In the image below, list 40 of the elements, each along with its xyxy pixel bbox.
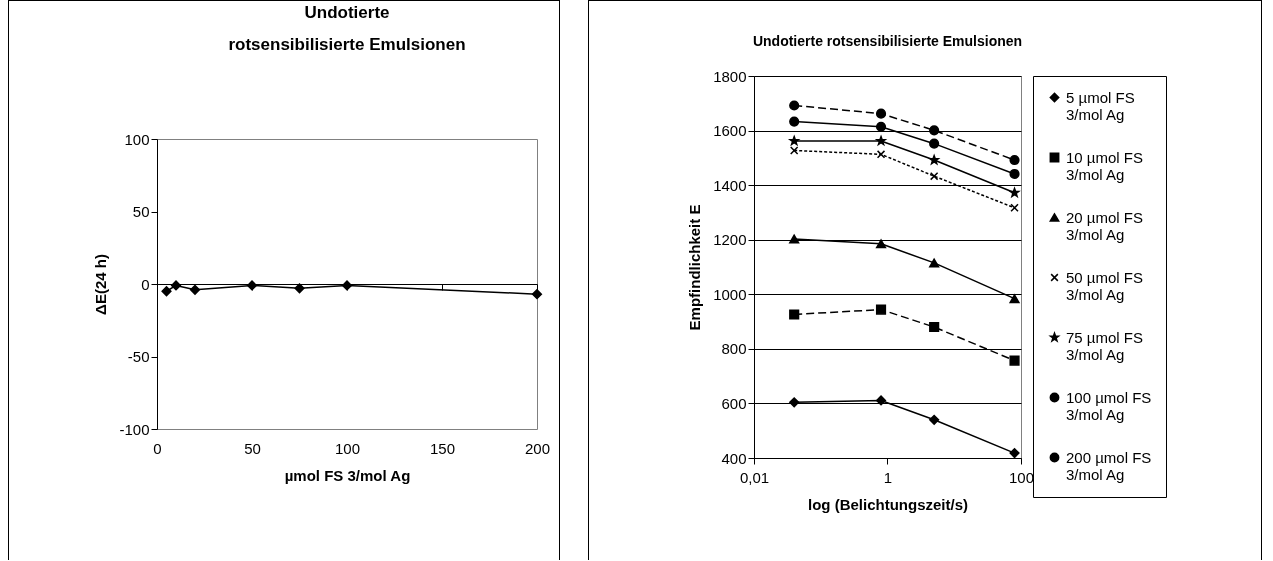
legend-label: 5 µmol FS 3/mol Ag: [1066, 88, 1135, 123]
x-tick-label: 0: [153, 439, 162, 457]
y-tick-label: 1400: [713, 176, 747, 194]
point: [531, 289, 543, 300]
y-tick-label: 1800: [713, 67, 747, 85]
x-tick-label: 1: [883, 468, 893, 486]
x-tick-label: 100: [334, 439, 361, 457]
legend-label: 10 µmol FS 3/mol Ag: [1066, 148, 1143, 183]
x-tick-label: 0,01: [739, 468, 770, 486]
y-axis-title: Empfindlichkeit E: [686, 204, 704, 331]
y-tick-label: 1600: [713, 122, 747, 140]
point: [189, 284, 201, 295]
legend-label: 50 µmol FS 3/mol Ag: [1066, 268, 1143, 303]
point: [161, 286, 172, 297]
y-tick-label: 1000: [713, 285, 747, 303]
chart-title: Undotierte rotsensibilisierte Emulsionen: [752, 33, 1023, 49]
y-tick-label: -100: [119, 420, 150, 438]
point: [294, 283, 305, 294]
x-axis-title: µmol FS 3/mol Ag: [284, 466, 411, 484]
y-tick-label: 100: [124, 130, 150, 148]
legend-label: 75 µmol FS 3/mol Ag: [1066, 328, 1143, 363]
chart-title: Undotierte rotsensibilisierte Emulsionen: [228, 3, 466, 54]
x-tick-label: 200: [524, 439, 551, 457]
y-tick-label: 600: [721, 394, 747, 412]
point: [341, 280, 353, 291]
y-tick-label: 800: [721, 340, 747, 358]
y-tick-label: 0: [141, 275, 150, 293]
x-tick-label: 100: [1008, 468, 1035, 486]
y-axis-title: ΔE(24 h): [92, 254, 110, 315]
x-tick-label: 150: [429, 439, 456, 457]
y-tick-label: 1200: [713, 231, 747, 249]
x-tick-label: 50: [244, 439, 261, 457]
legend-label: 20 µmol FS 3/mol Ag: [1066, 208, 1143, 243]
y-tick-label: -50: [127, 348, 150, 365]
legend-label: 100 µmol FS 3/mol Ag: [1066, 388, 1152, 423]
legend-label: 200 µmol FS 3/mol Ag: [1066, 448, 1152, 483]
y-tick-label: 50: [132, 203, 150, 220]
point: [246, 280, 258, 291]
y-tick-label: 400: [721, 449, 747, 467]
x-axis-title: log (Belichtungszeit/s): [807, 495, 969, 513]
